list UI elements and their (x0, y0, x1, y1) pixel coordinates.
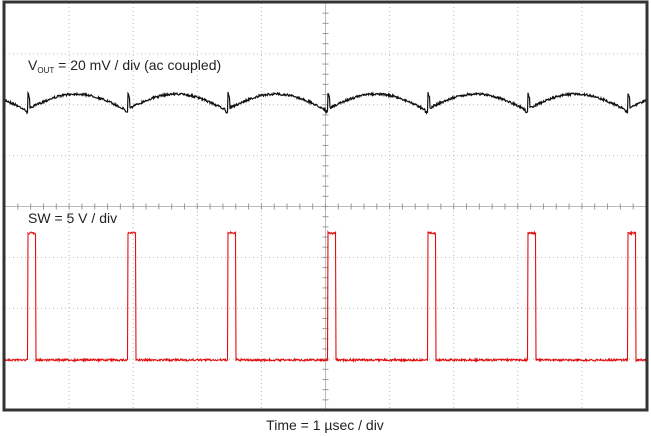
time-label: Time = 1 µsec / div (266, 417, 384, 433)
vout-symbol: V (28, 57, 38, 73)
vout-text: = 20 mV / div (ac coupled) (54, 57, 221, 73)
vout-subscript: OUT (37, 66, 54, 75)
sw-label: SW = 5 V / div (28, 210, 117, 226)
vout-label: VOUT = 20 mV / div (ac coupled) (28, 57, 221, 75)
vout-trace (4, 90, 647, 115)
frame (2, 0, 649, 412)
sw-trace (4, 229, 647, 363)
